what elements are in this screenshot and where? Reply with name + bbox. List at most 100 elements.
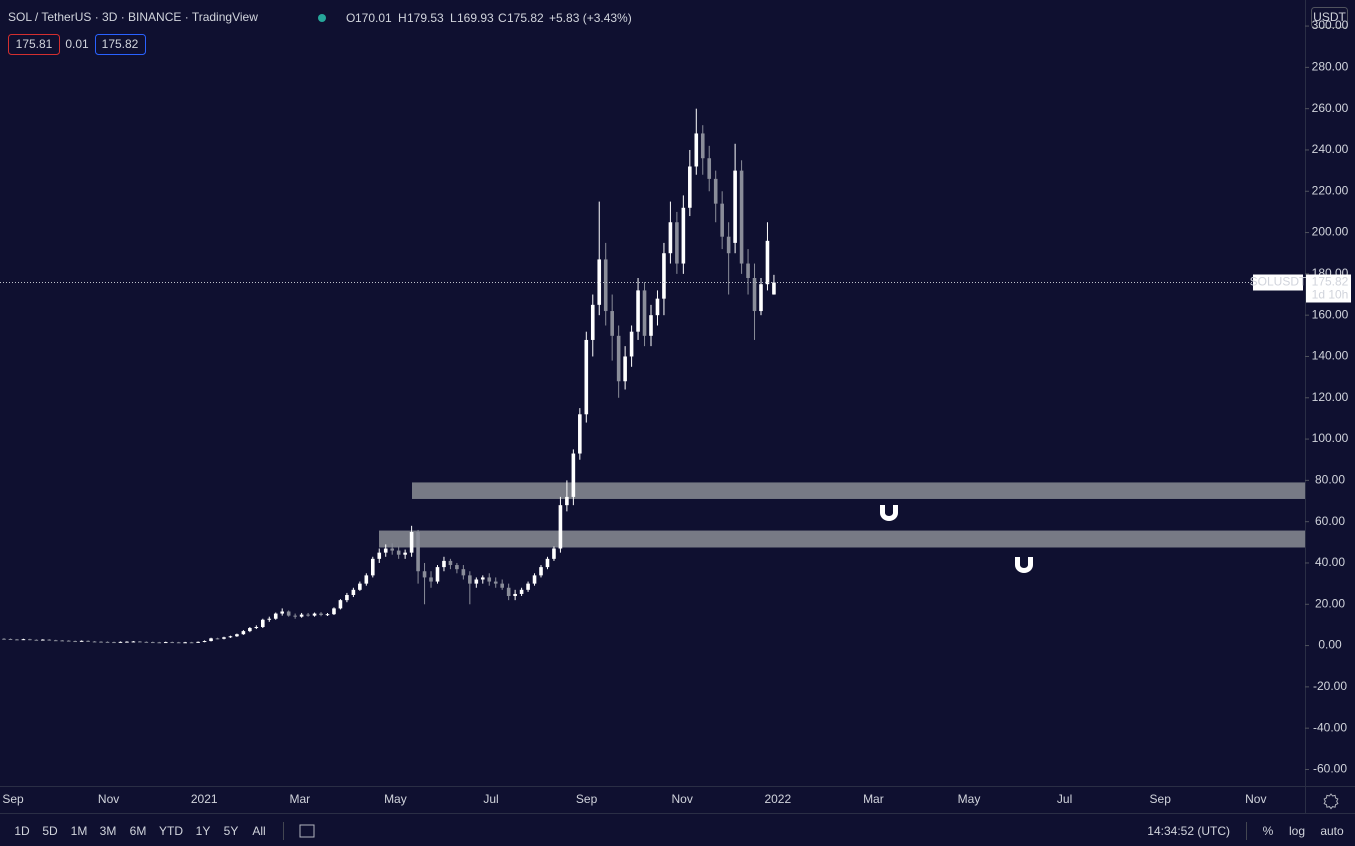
magnet-icon[interactable] [880,505,898,521]
candle-body [707,158,712,179]
candle-body [280,611,285,614]
candle-body [364,575,369,584]
range-button[interactable]: 3M [100,824,117,838]
clock[interactable]: 14:34:52 (UTC) [1147,824,1230,838]
range-button[interactable]: YTD [159,824,183,838]
price-label-box [1306,274,1351,303]
x-tick-label: 2022 [764,792,791,806]
candle-body [584,339,589,415]
candle-body [668,222,673,254]
status-dot [318,14,326,22]
candle-body [642,290,647,336]
candle-body [383,548,388,553]
candle-body [649,315,653,336]
candle-body [468,575,472,584]
x-tick-label: Sep [576,792,598,806]
log-toggle[interactable]: log [1289,824,1305,838]
range-button[interactable]: 5Y [224,824,239,838]
zone [412,482,1305,499]
settings-icon[interactable] [1323,793,1339,810]
candle-body [170,642,175,644]
candle-body [105,641,110,643]
range-button[interactable]: 6M [130,824,147,838]
buy-box[interactable] [95,34,146,55]
y-tick-label: -60.00 [1313,762,1347,776]
candle-body [299,614,304,617]
symbol-label-box [1253,274,1303,291]
candle-body [202,641,207,643]
candle-body [131,641,136,643]
l-label: L [450,11,457,25]
candle-body [461,569,466,576]
y-tick-label: 300.00 [1312,18,1349,32]
candle-body [157,642,162,644]
candle-body [332,608,336,615]
auto-toggle[interactable]: auto [1320,824,1344,838]
candle-body [539,567,543,576]
candle-body [519,589,524,594]
candle-body [21,639,26,641]
range-button[interactable]: 1Y [196,824,211,838]
candle-body [552,548,556,559]
currency[interactable]: USDT [1313,10,1346,24]
candle-body [306,614,310,616]
candle-body [338,600,343,609]
candle-body [151,642,155,644]
candle-body [254,626,259,629]
candle-body [532,575,537,584]
candle-body [597,259,602,305]
percent-toggle[interactable]: % [1263,824,1274,838]
candle-body [442,560,446,568]
open-value: 170.01 [355,11,392,25]
candle-body [235,634,239,637]
candle-body [435,567,440,582]
x-tick-label: Nov [672,792,693,806]
candle-body [66,640,71,642]
x-tick-label: May [384,792,407,806]
candle-body [688,166,692,208]
candle-body [694,133,699,167]
y-tick-label: 80.00 [1315,473,1345,487]
candle-body [675,222,679,264]
candle-body [759,284,763,312]
calendar-icon[interactable] [299,824,315,838]
high-value: 179.53 [407,11,444,25]
candle-body [390,548,394,551]
candle-body [422,571,427,578]
y-tick-label: 240.00 [1312,142,1349,156]
magnet-icon[interactable] [1015,557,1033,573]
candle-body [60,640,65,642]
range-button[interactable]: 1D [14,824,30,838]
candle-body [603,259,608,312]
buy-price[interactable]: 175.82 [102,37,139,51]
change-value: +5.83 (+3.43%) [549,11,632,25]
candle-body [610,311,614,336]
candle-body [571,453,576,497]
sell-price[interactable]: 175.81 [16,37,53,51]
candle-body [765,240,770,285]
y-tick-label: 140.00 [1312,349,1349,363]
candle-body [655,298,660,316]
candle-body [15,639,19,641]
candle-body [183,642,187,644]
candle-body [293,615,297,617]
candle-body [487,577,492,582]
candle-body [345,594,349,601]
range-button[interactable]: 1M [71,824,88,838]
symbol-title: SOL / TetherUS · 3D · BINANCE · TradingV… [8,10,258,24]
low-value: 169.93 [457,11,494,25]
candle-body [746,263,750,278]
candle-body [629,331,634,357]
candle-body [176,642,181,644]
sell-box[interactable] [8,34,60,55]
candle-body [8,638,13,640]
candle-body [261,619,265,627]
candle-body [474,579,479,584]
range-button[interactable]: 5D [42,824,58,838]
range-button[interactable]: All [252,824,265,838]
candle-body [416,532,420,572]
x-tick-label: Sep [1150,792,1172,806]
candle-body [370,558,375,576]
currency-box[interactable] [1311,7,1348,28]
